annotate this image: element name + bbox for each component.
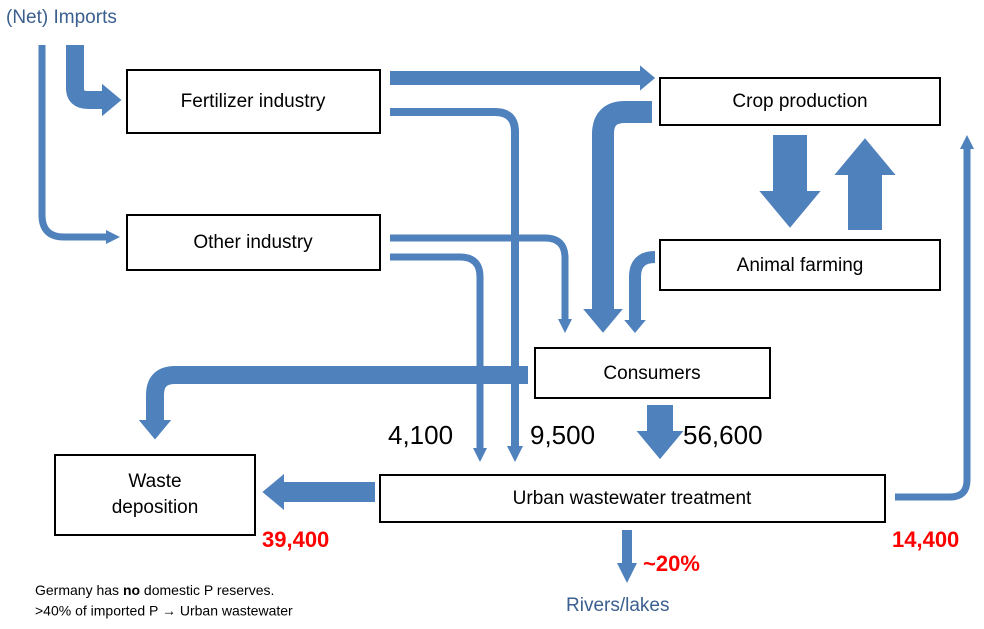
- arrow: [624, 251, 656, 333]
- imports-title: (Net) Imports: [6, 7, 117, 28]
- note-part: no: [123, 582, 140, 598]
- arrow: [390, 108, 523, 462]
- node-box: [126, 69, 381, 134]
- flow-label: 14,400: [892, 527, 959, 552]
- node-box: [126, 214, 381, 271]
- node-label: Animal farming: [737, 255, 864, 276]
- arrow: [390, 234, 572, 333]
- node-label: Waste: [128, 471, 181, 492]
- node-label: Urban wastewater treatment: [513, 488, 752, 509]
- node-box: [379, 474, 886, 523]
- node-box: [659, 77, 941, 126]
- node-label: Consumers: [603, 363, 700, 384]
- node-box: [659, 239, 941, 291]
- flow-label: 4,100: [388, 420, 453, 450]
- flow-label: 39,400: [262, 527, 329, 552]
- outlet-label: Rivers/lakes: [566, 595, 669, 616]
- node-label: deposition: [112, 497, 199, 518]
- note: >40% of imported P → Urban wastewater: [35, 603, 293, 619]
- flow-label: 56,600: [683, 420, 763, 450]
- node-label: Fertilizer industry: [181, 91, 326, 112]
- flow-label: ~20%: [643, 551, 700, 576]
- node-box: [534, 347, 771, 399]
- arrow: [138, 366, 528, 440]
- node-label: Crop production: [732, 91, 867, 112]
- arrow: [583, 101, 652, 333]
- node-label: Other industry: [193, 232, 313, 253]
- arrows: [38, 45, 974, 583]
- note-part: Germany has: [35, 582, 123, 598]
- arrow: [38, 45, 120, 244]
- node-box: [54, 454, 256, 536]
- arrow: [66, 45, 122, 117]
- note-part: domestic P reserves.: [140, 582, 274, 598]
- arrow: [895, 135, 974, 501]
- arrow: [390, 253, 487, 462]
- note: Germany has no domestic P reserves.: [35, 582, 274, 598]
- flow-label: 9,500: [530, 420, 595, 450]
